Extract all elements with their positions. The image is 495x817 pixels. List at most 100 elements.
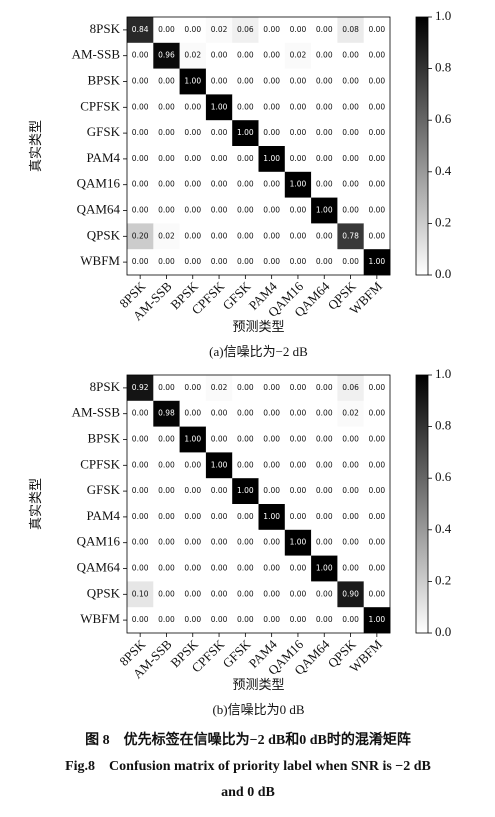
- heatmap-cell: [179, 555, 207, 582]
- heatmap-cell: [258, 42, 286, 69]
- cell-label: 1.00: [368, 615, 385, 624]
- cell-label: 0.00: [290, 564, 307, 573]
- y-tick-label: PAM4: [87, 508, 121, 523]
- cell-label: 0.02: [158, 231, 175, 240]
- y-tick-label: PAM4: [87, 150, 121, 165]
- y-tick-label: QPSK: [87, 227, 121, 242]
- x-axis-label: 预测类型: [232, 677, 284, 692]
- cell-label: 0.00: [342, 538, 359, 547]
- heatmap-cell: [153, 426, 180, 453]
- cell-label: 0.00: [263, 460, 280, 469]
- heatmap-cell: [337, 400, 364, 427]
- heatmap-cell: [337, 146, 364, 173]
- x-tick-label: GFSK: [219, 636, 254, 671]
- heatmap-cell: [127, 555, 154, 582]
- cell-label: 0.00: [263, 128, 280, 137]
- heatmap-cell: [311, 607, 338, 634]
- cell-label: 0.00: [132, 615, 149, 624]
- heatmap-cell: [127, 223, 154, 250]
- heatmap-cell: [153, 68, 180, 95]
- colorbar: [415, 374, 429, 634]
- subfigure-caption: (a)信噪比为−2 dB: [209, 344, 308, 359]
- cell-label: 0.00: [263, 383, 280, 392]
- cell-label: 0.00: [342, 512, 359, 521]
- y-tick-label: QPSK: [87, 585, 121, 600]
- cell-label: 0.00: [184, 460, 201, 469]
- cell-label: 0.00: [263, 435, 280, 444]
- cell-label: 0.20: [132, 231, 149, 240]
- heatmap-cell: [363, 68, 391, 95]
- cell-label: 0.00: [237, 231, 254, 240]
- cell-label: 0.10: [132, 589, 149, 598]
- y-tick-label: 8PSK: [90, 379, 121, 394]
- colorbar-tick-label: 0.8: [435, 418, 451, 433]
- cell-label: 1.00: [263, 154, 280, 163]
- colorbar-tick-label: 0.6: [435, 469, 452, 484]
- heatmap-cell: [311, 426, 338, 453]
- figure-caption-en: and 0 dB: [221, 785, 275, 800]
- heatmap-cell: [337, 17, 364, 44]
- cell-label: 0.00: [316, 154, 333, 163]
- cell-label: 0.00: [342, 435, 359, 444]
- cell-label: 0.00: [211, 206, 228, 215]
- colorbar-tick-label: 0.2: [435, 572, 451, 587]
- heatmap-cell: [179, 94, 207, 121]
- cell-label: 0.00: [237, 180, 254, 189]
- cell-label: 0.00: [158, 615, 175, 624]
- y-tick-label: WBFM: [80, 611, 120, 626]
- heatmap-cell: [127, 68, 154, 95]
- cell-label: 0.00: [316, 486, 333, 495]
- cell-label: 0.00: [316, 257, 333, 266]
- heatmap-cell: [179, 478, 207, 505]
- cell-label: 1.00: [290, 538, 307, 547]
- heatmap-cell: [179, 249, 207, 276]
- heatmap-cell: [363, 607, 391, 634]
- cell-label: 0.00: [368, 435, 385, 444]
- heatmap-cell: [232, 146, 259, 173]
- cell-label: 0.00: [132, 435, 149, 444]
- cell-label: 0.00: [316, 409, 333, 418]
- heatmap-cell: [311, 120, 338, 147]
- heatmap-cell: [363, 426, 391, 453]
- cell-label: 0.00: [158, 25, 175, 34]
- heatmap-cell: [258, 504, 286, 531]
- heatmap-cell: [127, 120, 154, 147]
- cell-label: 0.00: [158, 206, 175, 215]
- heatmap-cell: [205, 120, 233, 147]
- cell-label: 1.00: [184, 77, 201, 86]
- cell-label: 0.00: [316, 128, 333, 137]
- heatmap-cell: [337, 504, 364, 531]
- heatmap-cell: [153, 94, 180, 121]
- cell-label: 0.00: [132, 460, 149, 469]
- heatmap-cell: [127, 249, 154, 276]
- y-tick-label: QAM64: [77, 201, 121, 216]
- cell-label: 0.00: [368, 460, 385, 469]
- cell-label: 0.00: [290, 486, 307, 495]
- cell-label: 0.00: [290, 154, 307, 163]
- cell-label: 0.00: [368, 486, 385, 495]
- cell-label: 0.00: [290, 206, 307, 215]
- heatmap-cell: [179, 581, 207, 608]
- cell-label: 0.00: [316, 102, 333, 111]
- heatmap-cell: [232, 555, 259, 582]
- heatmap-cell: [363, 581, 391, 608]
- cell-label: 0.00: [132, 538, 149, 547]
- cell-label: 0.00: [132, 102, 149, 111]
- cell-label: 0.02: [211, 25, 228, 34]
- cell-label: 0.00: [132, 564, 149, 573]
- colorbar-tick-label: 0.4: [435, 163, 452, 178]
- cell-label: 0.00: [184, 486, 201, 495]
- heatmap-cell: [153, 249, 180, 276]
- heatmap-cell: [337, 375, 364, 402]
- heatmap-cell: [153, 529, 180, 556]
- cell-label: 0.00: [237, 615, 254, 624]
- cell-label: 0.02: [211, 383, 228, 392]
- cell-label: 1.00: [211, 102, 228, 111]
- heatmap-cell: [258, 529, 286, 556]
- cell-label: 0.00: [158, 589, 175, 598]
- heatmap-cell: [258, 171, 286, 198]
- cell-label: 0.00: [211, 128, 228, 137]
- heatmap-cell: [179, 17, 207, 44]
- cell-label: 0.00: [368, 51, 385, 60]
- cell-label: 0.00: [158, 538, 175, 547]
